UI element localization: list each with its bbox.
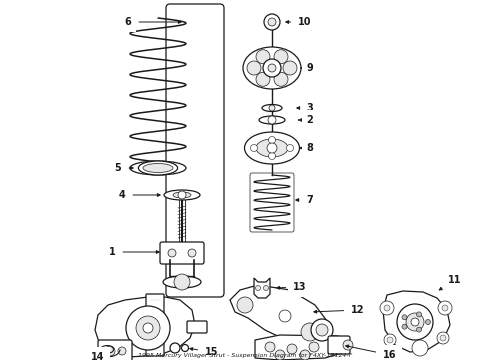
Circle shape <box>143 323 153 333</box>
Circle shape <box>438 301 452 315</box>
Text: 4: 4 <box>119 190 160 200</box>
Ellipse shape <box>245 132 299 164</box>
Circle shape <box>300 350 310 360</box>
Circle shape <box>416 327 421 332</box>
Text: 8: 8 <box>300 143 314 153</box>
Circle shape <box>416 312 421 317</box>
Text: 12: 12 <box>314 305 365 315</box>
Ellipse shape <box>262 104 282 112</box>
Circle shape <box>181 345 189 351</box>
Ellipse shape <box>259 116 285 124</box>
Circle shape <box>442 305 448 311</box>
Circle shape <box>264 14 280 30</box>
Circle shape <box>267 143 277 153</box>
Circle shape <box>269 105 275 111</box>
Circle shape <box>275 350 285 360</box>
Circle shape <box>269 136 275 144</box>
Circle shape <box>269 153 275 159</box>
Circle shape <box>268 64 276 72</box>
Circle shape <box>126 306 170 350</box>
Circle shape <box>437 332 449 344</box>
Circle shape <box>440 335 446 341</box>
Circle shape <box>256 50 270 64</box>
Circle shape <box>256 72 270 86</box>
Ellipse shape <box>243 47 301 89</box>
Circle shape <box>178 191 186 199</box>
Text: 10: 10 <box>286 17 312 27</box>
Circle shape <box>411 318 419 326</box>
Polygon shape <box>230 285 330 345</box>
Ellipse shape <box>143 163 173 172</box>
Circle shape <box>402 315 407 320</box>
Text: 14: 14 <box>91 352 105 360</box>
Circle shape <box>283 61 297 75</box>
FancyBboxPatch shape <box>160 242 204 264</box>
Text: 6: 6 <box>124 17 181 27</box>
Circle shape <box>268 116 276 124</box>
Circle shape <box>412 340 428 356</box>
Circle shape <box>174 274 190 290</box>
Circle shape <box>309 342 319 352</box>
FancyBboxPatch shape <box>328 336 350 354</box>
Ellipse shape <box>138 161 177 175</box>
Text: 1995 Mercury Villager Strut - Suspension Diagram for F4XY-18124-F: 1995 Mercury Villager Strut - Suspension… <box>138 353 352 358</box>
Circle shape <box>425 320 431 324</box>
Circle shape <box>264 285 269 291</box>
Circle shape <box>287 144 294 152</box>
Circle shape <box>402 324 407 329</box>
Circle shape <box>274 72 288 86</box>
Circle shape <box>387 337 393 343</box>
Text: 1: 1 <box>109 247 159 257</box>
Ellipse shape <box>164 190 200 200</box>
Ellipse shape <box>130 161 186 175</box>
Circle shape <box>237 297 253 313</box>
Text: 9: 9 <box>301 63 314 73</box>
FancyBboxPatch shape <box>187 321 207 333</box>
Circle shape <box>384 334 396 346</box>
Circle shape <box>250 144 258 152</box>
Circle shape <box>105 346 115 356</box>
Circle shape <box>406 313 424 331</box>
Polygon shape <box>255 335 348 360</box>
Circle shape <box>188 249 196 257</box>
Circle shape <box>170 343 180 353</box>
FancyBboxPatch shape <box>146 294 164 356</box>
Ellipse shape <box>173 192 191 198</box>
Circle shape <box>287 344 297 354</box>
Ellipse shape <box>256 139 288 157</box>
Circle shape <box>247 61 261 75</box>
FancyBboxPatch shape <box>166 4 224 297</box>
Circle shape <box>255 285 261 291</box>
Polygon shape <box>254 278 270 298</box>
Circle shape <box>168 249 176 257</box>
Text: 13: 13 <box>277 282 307 292</box>
Text: 15: 15 <box>190 347 219 357</box>
Circle shape <box>118 347 126 355</box>
Circle shape <box>343 340 353 350</box>
Circle shape <box>136 316 160 340</box>
Polygon shape <box>95 297 195 357</box>
Text: 5: 5 <box>115 163 133 173</box>
Circle shape <box>397 304 433 340</box>
Circle shape <box>316 324 328 336</box>
Circle shape <box>263 59 281 77</box>
Ellipse shape <box>163 276 201 288</box>
Polygon shape <box>383 291 450 352</box>
Text: 3: 3 <box>297 103 314 113</box>
Text: 2: 2 <box>299 115 314 125</box>
Circle shape <box>268 18 276 26</box>
Text: 7: 7 <box>296 195 314 205</box>
Text: 11: 11 <box>439 275 462 290</box>
Circle shape <box>311 319 333 341</box>
FancyBboxPatch shape <box>98 340 132 360</box>
Circle shape <box>384 305 390 311</box>
Circle shape <box>380 301 394 315</box>
Circle shape <box>265 342 275 352</box>
Circle shape <box>279 310 291 322</box>
Text: 16: 16 <box>346 345 397 360</box>
Circle shape <box>301 323 319 341</box>
Circle shape <box>274 50 288 64</box>
